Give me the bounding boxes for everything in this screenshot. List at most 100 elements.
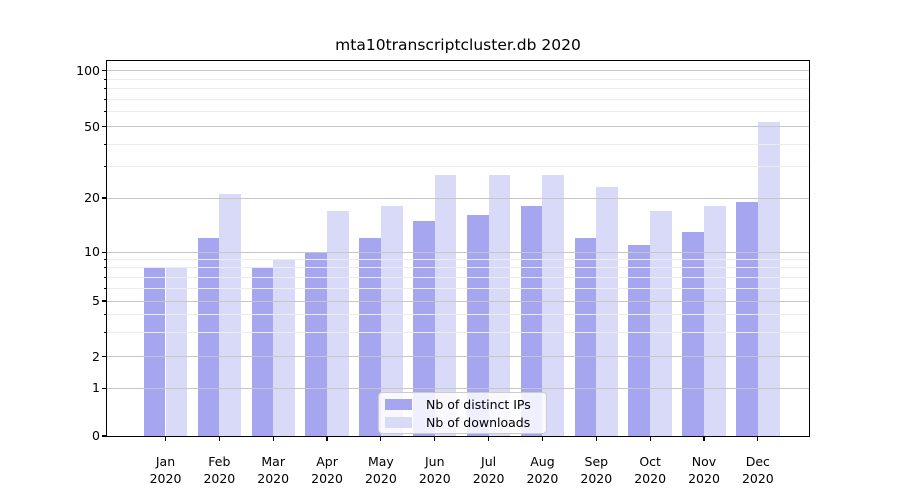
y-axis-minor-tick bbox=[103, 331, 106, 333]
bar-downloads bbox=[165, 267, 188, 436]
bar-distinct-ips bbox=[736, 202, 758, 436]
x-axis-tick bbox=[649, 437, 651, 441]
bar-downloads bbox=[596, 187, 618, 436]
bar-distinct-ips bbox=[413, 220, 435, 436]
gridline-minor bbox=[107, 259, 809, 261]
legend-label-downloads: Nb of downloads bbox=[426, 414, 531, 430]
bar-distinct-ips bbox=[520, 206, 543, 436]
gridline-minor bbox=[107, 314, 809, 316]
x-axis-tick bbox=[380, 437, 382, 441]
bar-downloads bbox=[434, 174, 457, 436]
y-axis-minor-tick bbox=[103, 78, 106, 80]
x-axis-tick-label: Jan 2020 bbox=[149, 454, 182, 486]
y-axis-tick bbox=[102, 197, 106, 199]
legend-swatch-downloads bbox=[385, 416, 412, 428]
gridline-major bbox=[107, 300, 809, 302]
bar-downloads bbox=[488, 174, 511, 436]
x-axis-tick bbox=[488, 437, 490, 441]
x-axis-tick bbox=[703, 437, 705, 441]
x-axis-tick bbox=[164, 437, 167, 441]
bar-downloads bbox=[650, 210, 672, 436]
gridline-major bbox=[107, 197, 809, 199]
gridline-minor bbox=[107, 143, 809, 145]
x-axis-tick-label: May 2020 bbox=[364, 454, 397, 486]
gridline-major bbox=[107, 70, 809, 72]
y-axis-minor-tick bbox=[103, 143, 106, 145]
x-axis-tick bbox=[434, 437, 436, 441]
y-axis-tick bbox=[102, 70, 106, 72]
bar-downloads bbox=[219, 194, 242, 436]
bar-downloads bbox=[542, 174, 565, 436]
y-axis-minor-tick bbox=[103, 99, 106, 101]
x-axis-tick bbox=[218, 437, 220, 441]
bar-distinct-ips bbox=[251, 267, 274, 436]
gridline-minor bbox=[107, 99, 809, 101]
bar-distinct-ips bbox=[197, 238, 220, 436]
gridline-major bbox=[107, 387, 809, 389]
x-axis-tick-label: Dec 2020 bbox=[741, 454, 774, 486]
y-axis-minor-tick bbox=[103, 267, 106, 269]
x-axis-tick bbox=[757, 437, 759, 441]
x-axis-tick-label: Nov 2020 bbox=[688, 454, 720, 486]
y-axis-minor-tick bbox=[103, 88, 106, 90]
bar-distinct-ips bbox=[359, 238, 381, 436]
x-axis-tick-label: Feb 2020 bbox=[203, 454, 236, 486]
y-axis-tick-label: 5 bbox=[92, 293, 100, 308]
y-axis-tick-label: 2 bbox=[92, 348, 100, 364]
x-axis-tick-label: Apr 2020 bbox=[311, 454, 343, 486]
y-axis-minor-tick bbox=[103, 259, 106, 261]
bar-downloads bbox=[273, 259, 295, 436]
y-axis-minor-tick bbox=[103, 287, 106, 289]
x-axis-tick-label: Sep 2020 bbox=[580, 454, 613, 486]
gridline-minor bbox=[107, 165, 809, 167]
x-axis-tick bbox=[541, 437, 544, 441]
gridline-minor bbox=[107, 287, 809, 289]
y-axis-tick bbox=[102, 126, 106, 128]
y-axis-tick bbox=[102, 251, 106, 253]
bar-distinct-ips bbox=[574, 238, 597, 436]
bar-distinct-ips bbox=[466, 215, 489, 436]
y-axis-tick-label: 20 bbox=[84, 190, 100, 205]
legend-label-distinct-ips: Nb of distinct IPs bbox=[426, 396, 531, 412]
gridline-minor bbox=[107, 111, 809, 113]
bar-distinct-ips bbox=[143, 267, 166, 436]
gridline-minor bbox=[107, 267, 809, 269]
legend: Nb of distinct IPs Nb of downloads bbox=[378, 392, 547, 434]
chart-title: mta10transcriptcluster.db 2020 bbox=[335, 36, 581, 54]
x-axis-tick-label: Oct 2020 bbox=[634, 454, 667, 486]
bar-downloads bbox=[380, 206, 403, 436]
bar-downloads bbox=[757, 121, 780, 436]
x-axis-tick-label: Jul 2020 bbox=[472, 454, 505, 486]
y-axis-tick bbox=[102, 387, 106, 389]
x-axis-tick bbox=[595, 437, 597, 441]
y-axis-tick-label: 0 bbox=[92, 428, 100, 443]
legend-swatch-distinct-ips bbox=[385, 398, 412, 410]
x-axis-tick-label: Mar 2020 bbox=[257, 454, 290, 486]
y-axis-minor-tick bbox=[103, 276, 106, 278]
gridline-major bbox=[107, 356, 809, 358]
gridline-minor bbox=[107, 276, 809, 278]
bar-downloads bbox=[327, 210, 349, 436]
y-axis-tick-label: 50 bbox=[84, 118, 100, 134]
x-axis-tick bbox=[272, 437, 274, 441]
y-axis-tick bbox=[102, 356, 106, 358]
y-axis-tick-label: 10 bbox=[84, 244, 100, 260]
y-axis-tick bbox=[102, 300, 106, 302]
x-axis-tick-label: Aug 2020 bbox=[526, 454, 559, 486]
bar-downloads bbox=[704, 206, 726, 436]
x-axis-tick-label: Jun 2020 bbox=[418, 454, 451, 486]
y-axis-minor-tick bbox=[103, 165, 106, 167]
bar-distinct-ips bbox=[305, 252, 328, 436]
gridline-major bbox=[107, 251, 809, 253]
y-axis-minor-tick bbox=[103, 111, 106, 113]
x-axis-tick bbox=[326, 437, 328, 441]
gridline-minor bbox=[107, 88, 809, 90]
y-axis-tick bbox=[102, 435, 106, 437]
gridline-major bbox=[107, 126, 809, 128]
legend-entry-distinct-ips: Nb of distinct IPs bbox=[379, 395, 546, 413]
bar-distinct-ips bbox=[682, 231, 704, 436]
